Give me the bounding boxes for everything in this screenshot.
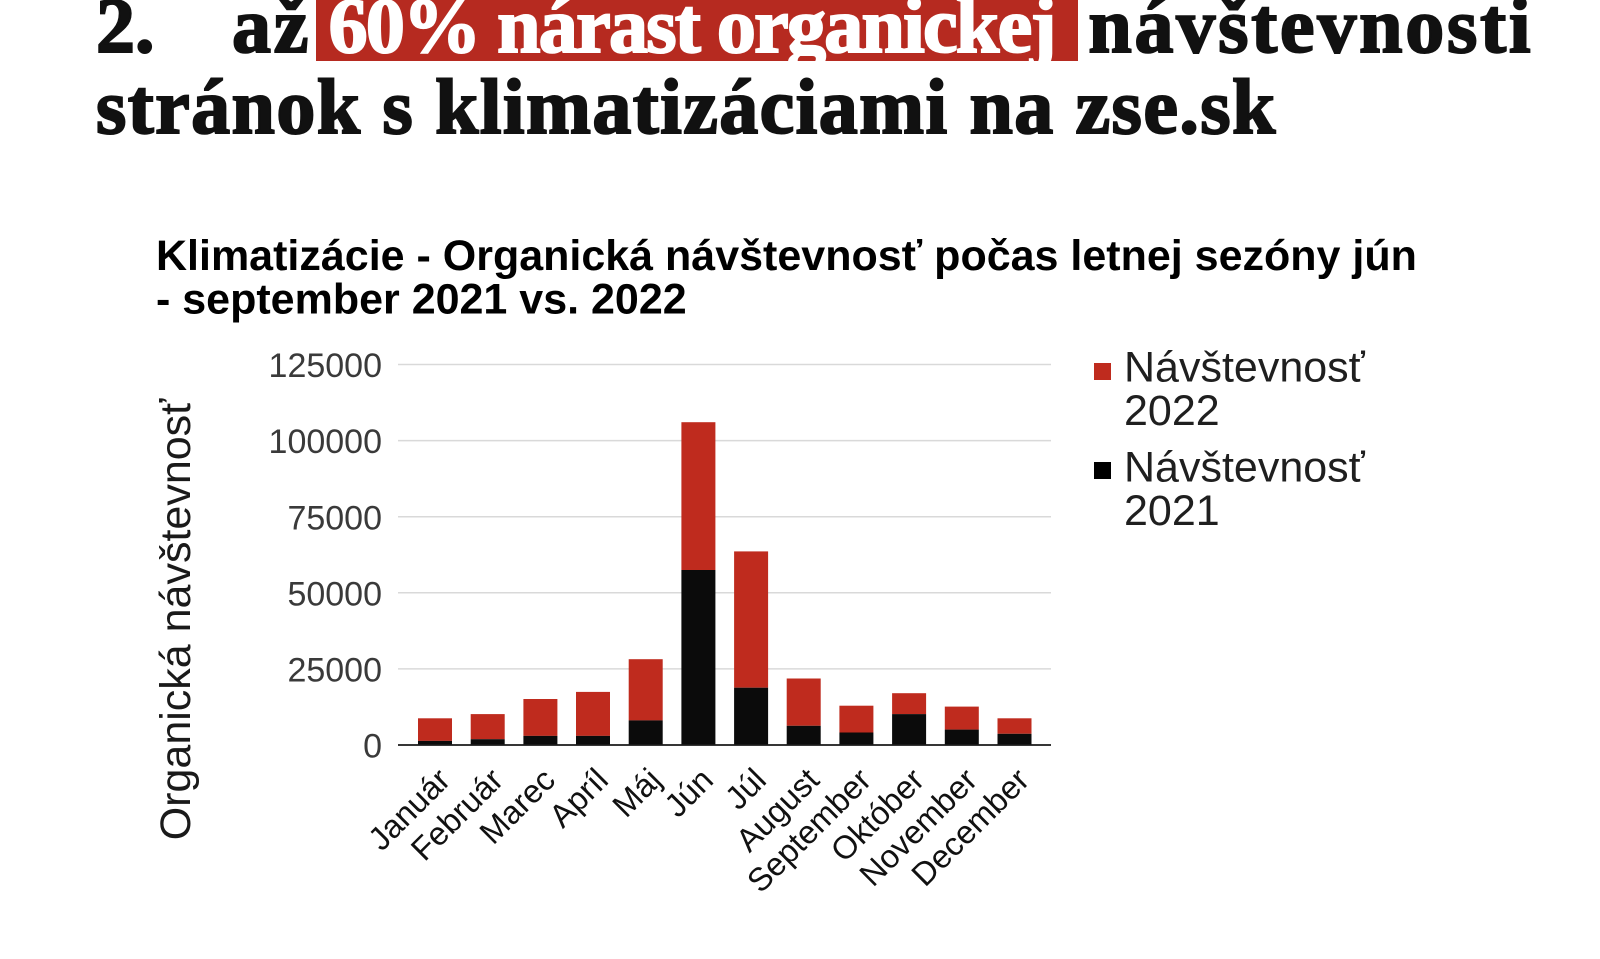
svg-text:Organická návštevnosť: Organická návštevnosť: [152, 398, 200, 840]
svg-text:- september 2021 vs. 2022: - september 2021 vs. 2022: [156, 276, 687, 324]
svg-text:125000: 125000: [269, 347, 382, 385]
svg-text:25000: 25000: [287, 652, 382, 690]
svg-text:100000: 100000: [269, 423, 382, 461]
svg-text:Návštevnosť: Návštevnosť: [1124, 443, 1366, 491]
svg-text:Návštevnosť: Návštevnosť: [1124, 343, 1366, 391]
svg-text:2021: 2021: [1124, 487, 1220, 535]
svg-text:Klimatizácie - Organická návšt: Klimatizácie - Organická návštevnosť poč…: [156, 232, 1417, 280]
svg-text:50000: 50000: [287, 575, 382, 613]
svg-text:Jún: Jún: [657, 761, 720, 824]
svg-text:2022: 2022: [1124, 387, 1220, 435]
svg-text:Máj: Máj: [605, 761, 667, 823]
svg-text:Apríl: Apríl: [542, 761, 615, 834]
svg-text:75000: 75000: [287, 499, 382, 537]
svg-text:0: 0: [363, 728, 382, 766]
